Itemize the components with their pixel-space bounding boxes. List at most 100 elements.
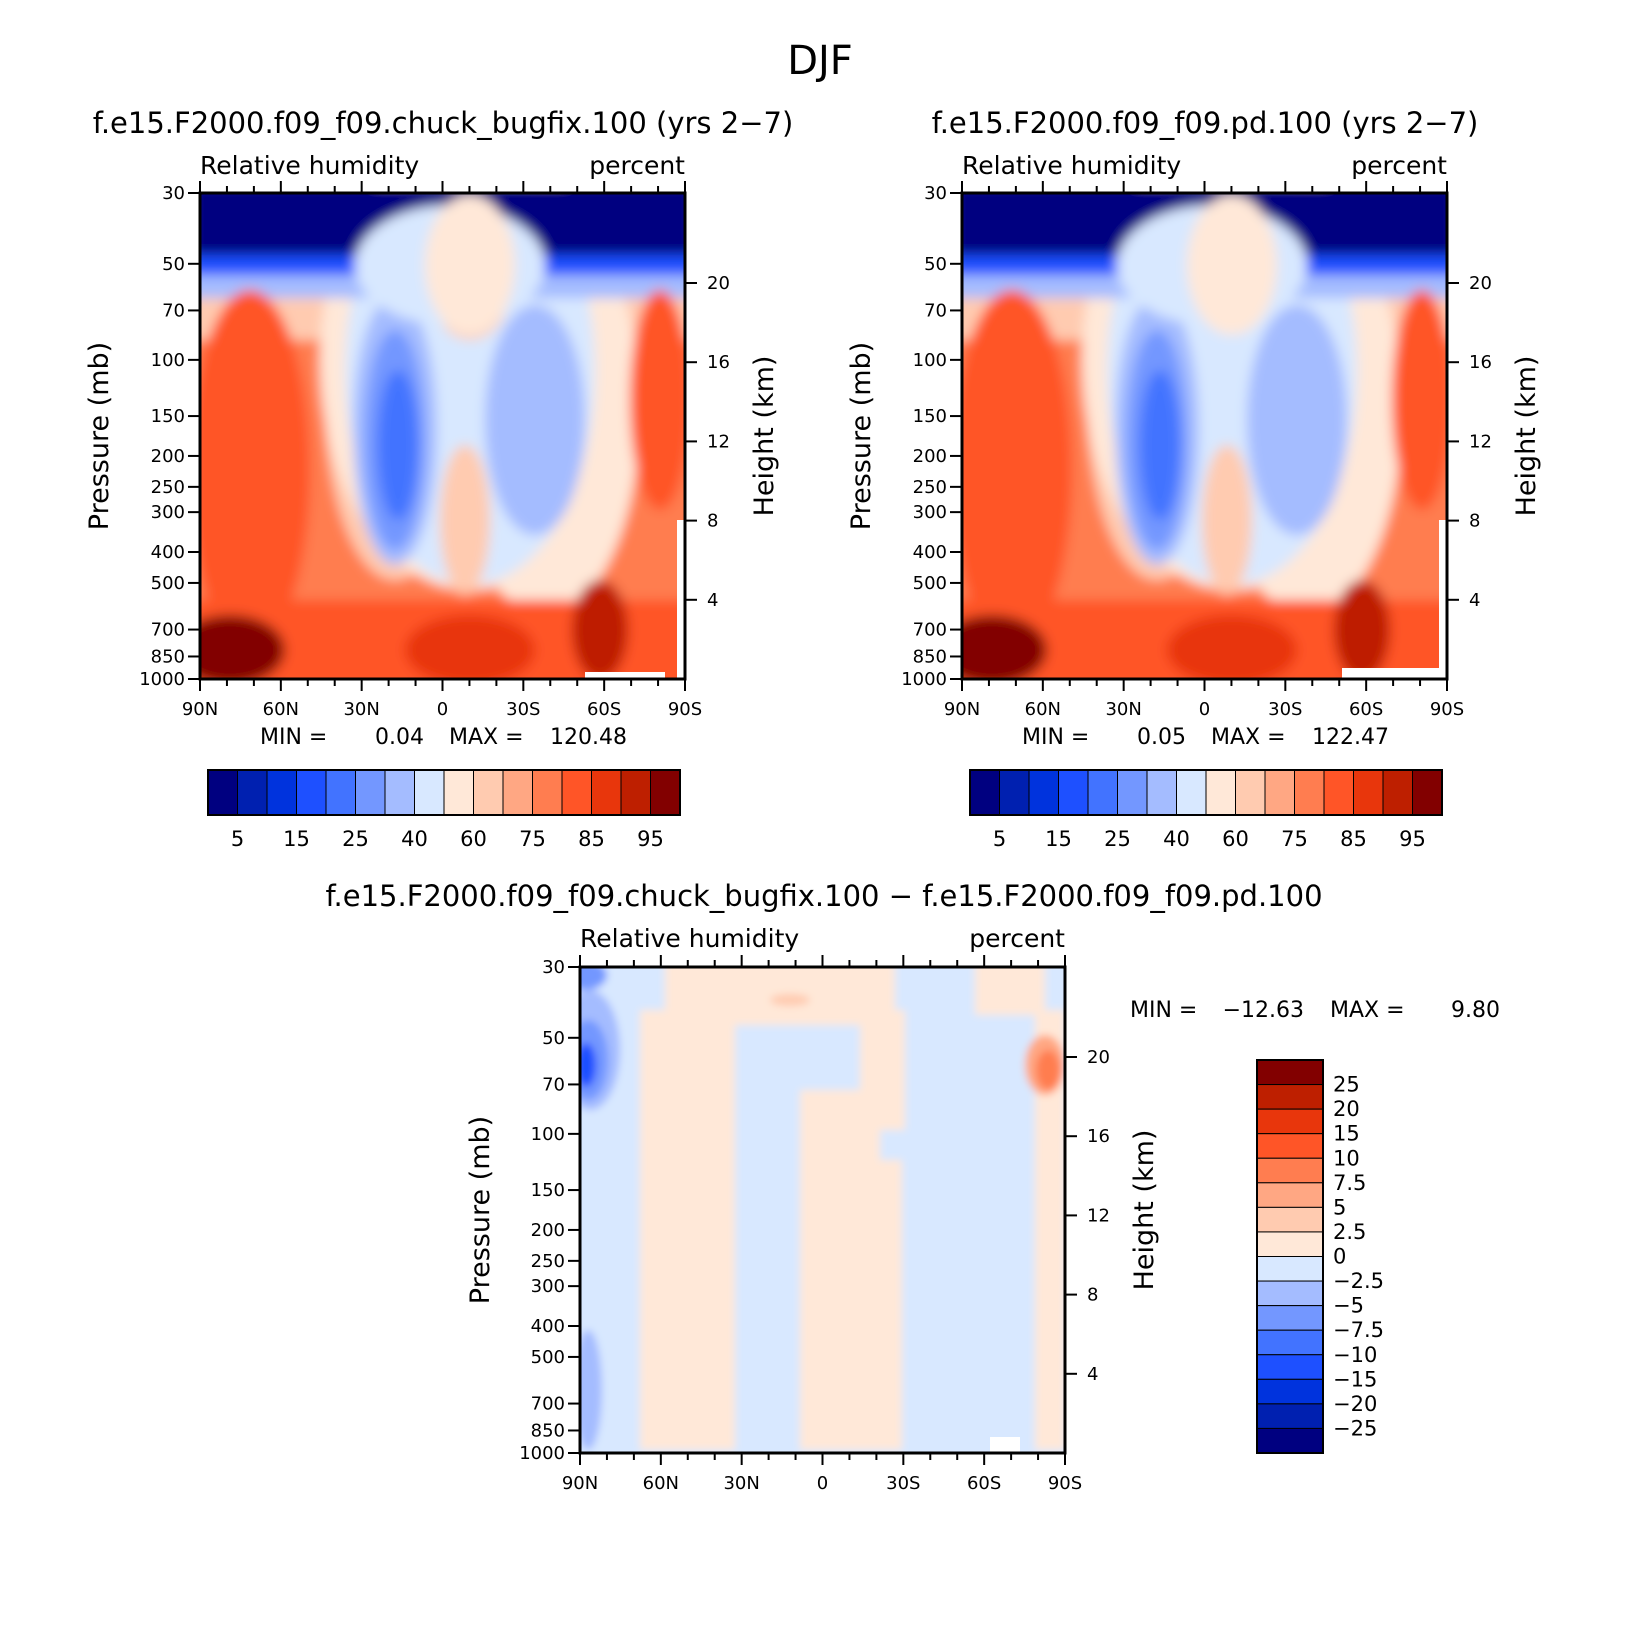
panel-2-field [962,193,1447,679]
colorbar-swatch [296,769,327,816]
panel-1-field [200,193,685,679]
colorbar-swatch [384,769,415,816]
panel-1-colorbar: 5 15 25 40 60 75 85 95 [207,769,681,851]
colorbar-swatch [1353,769,1384,816]
field-layer [878,1160,902,1450]
field-layer [770,994,810,1006]
panel-3-stats: MIN = −12.63 MAX = 9.80 [1130,998,1500,1023]
pressure-tick-label: 300 [531,1276,565,1297]
panel-1-units: percent [589,151,685,180]
lat-tick-label: 90N [182,699,218,720]
lat-tick-label: 30N [343,699,379,720]
field-layer [580,1043,596,1087]
colorbar-label: 95 [1399,827,1426,851]
pressure-tick-label: 150 [913,406,947,427]
colorbar-swatch [1028,769,1059,816]
colorbar-label: 7.5 [1333,1171,1366,1195]
panel-1-max-label: MAX = [449,725,524,750]
lat-tick-label: 60S [967,1473,1001,1494]
pressure-tick-label: 400 [531,1316,565,1337]
field-layer [1036,1050,1060,1090]
panel-2-stats: MIN = 0.05 MAX = 122.47 [1022,725,1389,750]
colorbar-swatch [1256,1378,1324,1405]
colorbar-label: 5 [993,827,1006,851]
pressure-tick-label: 200 [913,446,947,467]
colorbar-label: 25 [1333,1073,1360,1097]
lat-tick-label: 60N [643,1473,679,1494]
colorbar-label: 20 [1333,1097,1360,1121]
height-tick-label: 20 [707,273,730,294]
field-layer [1334,580,1390,679]
colorbar-swatch [1087,769,1118,816]
height-tick-label: 12 [1087,1205,1110,1226]
pressure-tick-label: 850 [151,646,185,667]
colorbar-swatch [1256,1305,1324,1331]
height-tick-label: 16 [1469,352,1492,373]
panel-3-max-label: MAX = [1330,998,1405,1023]
panel-2-colorbar: 5 15 25 40 60 75 85 95 [969,769,1443,851]
colorbar-swatch [1256,1354,1324,1380]
pressure-tick-label: 150 [531,1180,565,1201]
panel-3-height-label: Height (km) [1129,1130,1160,1291]
colorbar-label: −20 [1333,1392,1377,1416]
field-layer [640,1010,735,1450]
colorbar-label: 0 [1333,1245,1346,1269]
colorbar-label: 2.5 [1333,1220,1366,1244]
colorbar-label: 15 [1333,1122,1360,1146]
pressure-tick-label: 1000 [901,669,947,690]
colorbar-swatch [1256,1157,1324,1184]
field-layer [1392,290,1447,510]
colorbar-swatch [1256,1084,1324,1110]
panel-2-contours [962,193,1447,679]
panel-2-pressure-label: Pressure (mb) [846,342,877,530]
height-tick-label: 12 [707,431,730,452]
colorbar-frame [207,769,681,816]
colorbar-swatch [266,769,297,816]
colorbar-label: −25 [1333,1416,1377,1440]
lat-tick-label: 60S [587,699,621,720]
colorbar-swatch [591,769,622,816]
pressure-tick-label: 50 [924,254,947,275]
pressure-tick-label: 200 [531,1220,565,1241]
colorbar-label: 25 [1104,827,1131,851]
colorbar-label: 10 [1333,1146,1360,1170]
panel-3-units: percent [969,924,1065,953]
field-layer [630,290,685,510]
panel-3-min-value: −12.63 [1223,998,1304,1023]
height-tick-label: 12 [1469,431,1492,452]
height-tick-label: 8 [1087,1285,1098,1306]
colorbar-swatch [1294,769,1325,816]
panel-3-variable: Relative humidity [580,924,799,953]
colorbar-swatch [1256,1231,1324,1257]
panel-2: f.e15.F2000.f09_f09.pd.100 (yrs 2−7) Rel… [846,106,1542,851]
colorbar-label: 25 [342,827,369,851]
pressure-tick-label: 150 [151,406,185,427]
lat-tick-label: 0 [437,699,448,720]
colorbar-label: −15 [1333,1367,1377,1391]
colorbar-label: 40 [1163,827,1190,851]
field-layer [962,615,1047,679]
colorbar-label: 95 [637,827,664,851]
colorbar-label: 15 [1045,827,1072,851]
panel-1-max-value: 120.48 [550,725,627,750]
field-layer [1187,195,1277,335]
missing-data [677,520,685,679]
panel-2-min-value: 0.05 [1137,725,1186,750]
colorbar-label: 75 [519,827,546,851]
panel-3-min-label: MIN = [1130,998,1197,1023]
colorbar-label: −10 [1333,1343,1377,1367]
colorbar-swatch [1176,769,1207,816]
pressure-tick-label: 500 [531,1347,565,1368]
field-layer [572,580,628,679]
colorbar-frame [969,769,1443,816]
colorbar-swatch [1256,1059,1324,1086]
lat-tick-label: 90N [944,699,980,720]
field-layer [1140,370,1180,520]
colorbar-swatch [969,769,1000,816]
pressure-tick-label: 100 [151,350,185,371]
colorbar-swatch [1146,769,1177,816]
pressure-tick-label: 500 [913,573,947,594]
